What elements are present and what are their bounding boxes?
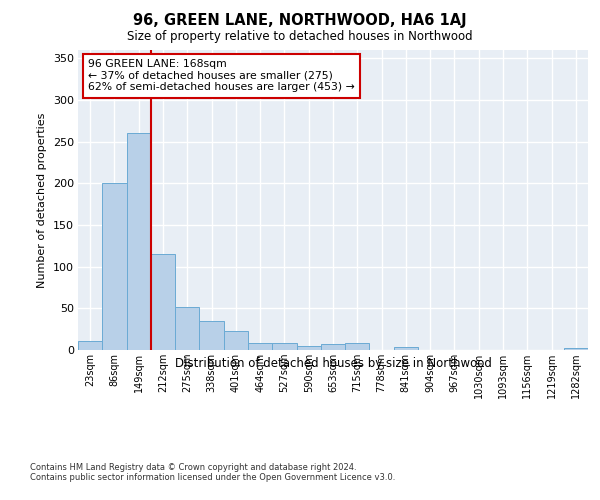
Bar [248,342,272,350]
Bar [224,331,248,350]
Text: 96 GREEN LANE: 168sqm
← 37% of detached houses are smaller (275)
62% of semi-det: 96 GREEN LANE: 168sqm ← 37% of detached … [88,59,355,92]
Bar [199,321,224,350]
Bar [394,346,418,350]
Text: 96, GREEN LANE, NORTHWOOD, HA6 1AJ: 96, GREEN LANE, NORTHWOOD, HA6 1AJ [133,12,467,28]
Text: Contains HM Land Registry data © Crown copyright and database right 2024.
Contai: Contains HM Land Registry data © Crown c… [30,462,395,482]
Text: Size of property relative to detached houses in Northwood: Size of property relative to detached ho… [127,30,473,43]
Bar [151,254,175,350]
Bar [175,306,199,350]
Text: Distribution of detached houses by size in Northwood: Distribution of detached houses by size … [175,358,491,370]
Bar [296,346,321,350]
Bar [345,344,370,350]
Bar [78,341,102,350]
Bar [272,344,296,350]
Bar [127,134,151,350]
Bar [321,344,345,350]
Y-axis label: Number of detached properties: Number of detached properties [37,112,47,288]
Bar [102,184,127,350]
Bar [564,348,588,350]
